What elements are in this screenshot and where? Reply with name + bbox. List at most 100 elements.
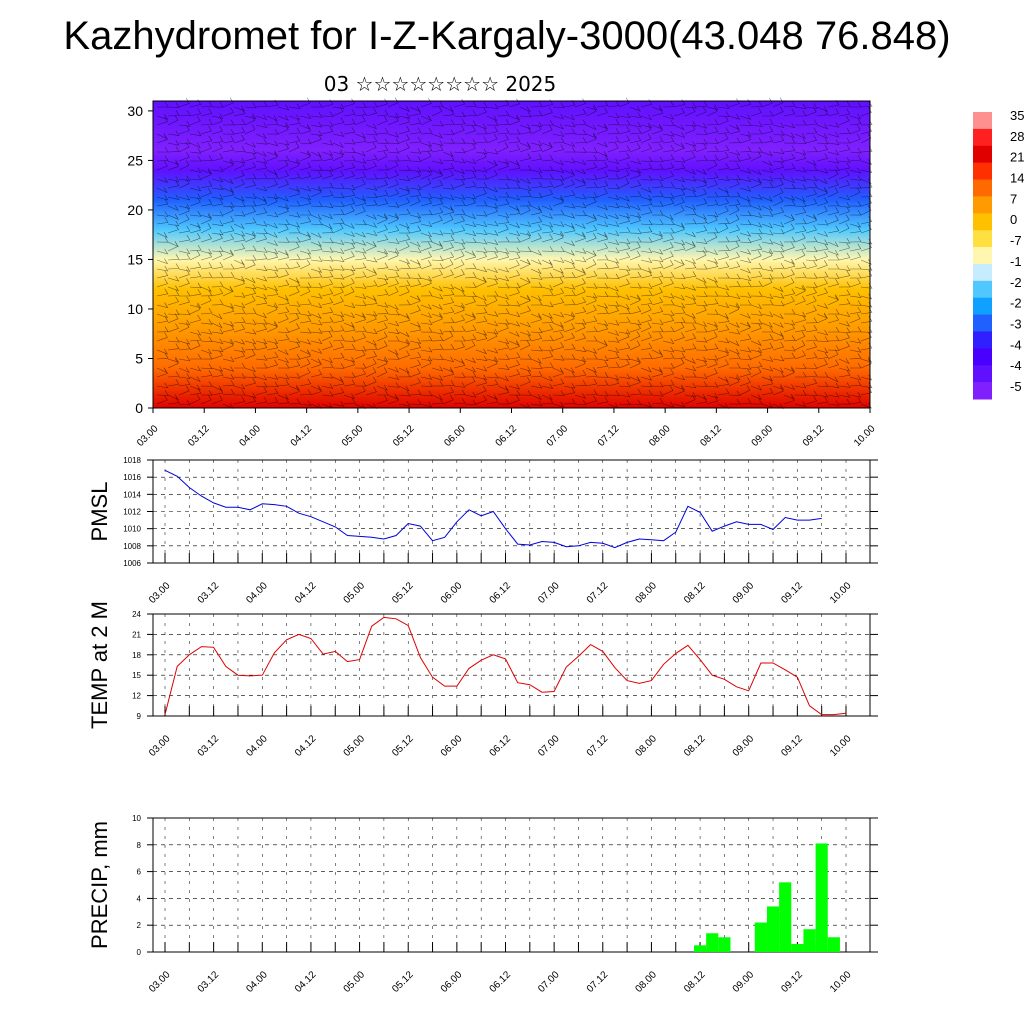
pmsl-axis-label: PMSL	[87, 482, 112, 542]
x-tick-label: 08.12	[682, 969, 708, 995]
x-tick-label: 03.00	[135, 423, 161, 449]
colorbar-segment	[973, 314, 992, 332]
colorbar-label: -2	[1010, 275, 1022, 290]
x-tick-label: 06.00	[439, 733, 465, 759]
y-tick-label: 0	[137, 948, 142, 957]
x-tick-label: 07.00	[536, 733, 562, 759]
y-tick-label: 12	[132, 692, 141, 701]
x-tick-label: 04.12	[293, 733, 319, 759]
colorbar-label: -1	[1010, 254, 1022, 269]
colorbar-segment	[973, 348, 992, 366]
precip-bar	[827, 937, 840, 952]
x-tick-label: 03.12	[196, 969, 222, 995]
precip-bar	[791, 943, 804, 952]
x-tick-label: 03.12	[186, 423, 212, 449]
x-tick-label: 07.12	[585, 733, 611, 759]
x-tick-label: 04.00	[237, 423, 263, 449]
colorbar-label: 35	[1010, 108, 1024, 123]
x-tick-label: 03.00	[147, 969, 173, 995]
y-tick-label: 20	[127, 202, 143, 218]
x-tick-label: 09.00	[731, 580, 757, 606]
y-tick-label: 2	[137, 921, 142, 930]
colorbar-segment	[973, 145, 992, 164]
y-tick-label: 6	[137, 868, 142, 877]
precip-panel	[152, 817, 871, 953]
colorbar-label: -5	[1010, 379, 1022, 394]
y-tick-label: 1014	[123, 490, 141, 499]
x-tick-label: 03.00	[147, 580, 173, 606]
x-tick-label: 06.12	[494, 423, 520, 449]
temp-axis-label: TEMP at 2 M	[87, 601, 112, 729]
x-tick-label: 08.00	[633, 969, 659, 995]
temperature-cross-section	[153, 101, 870, 408]
x-tick-label: 03.12	[196, 580, 222, 606]
precip-bar	[779, 882, 792, 952]
y-tick-label: 1018	[123, 456, 141, 465]
colorbar-segment	[973, 128, 992, 147]
x-tick-label: 05.00	[340, 423, 366, 449]
x-tick-label: 06.12	[488, 969, 514, 995]
y-tick-label: 24	[132, 610, 141, 619]
colorbar-segment	[973, 365, 992, 383]
x-tick-label: 03.12	[196, 733, 222, 759]
colorbar-segment	[973, 179, 992, 197]
colorbar-segment	[973, 247, 992, 265]
colorbar-segment	[973, 162, 992, 181]
x-tick-label: 04.12	[289, 423, 315, 449]
x-tick-label: 08.12	[682, 580, 708, 606]
colorbar-segment	[973, 280, 992, 299]
x-tick-label: 08.00	[633, 580, 659, 606]
temp-panel	[152, 613, 871, 717]
x-tick-label: 10.00	[828, 969, 854, 995]
y-tick-label: 1012	[123, 508, 141, 517]
x-tick-label: 10.00	[828, 580, 854, 606]
y-tick-label: 1006	[123, 559, 141, 568]
x-tick-label: 05.12	[390, 969, 416, 995]
y-tick-label: 8	[137, 841, 142, 850]
y-tick-label: 1010	[123, 525, 141, 534]
x-tick-label: 07.00	[536, 580, 562, 606]
y-tick-label: 5	[135, 350, 143, 366]
colorbar-segment	[973, 263, 992, 282]
x-tick-label: 08.12	[698, 423, 724, 449]
x-tick-label: 09.12	[801, 423, 827, 449]
x-tick-label: 03.00	[147, 733, 173, 759]
colorbar-segment	[973, 196, 992, 214]
colorbar-label: -4	[1010, 337, 1022, 352]
colorbar-label: 28	[1010, 129, 1024, 144]
x-tick-label: 08.00	[647, 423, 673, 449]
x-tick-label: 05.12	[391, 423, 417, 449]
precip-bar	[815, 843, 828, 952]
x-tick-label: 05.00	[342, 733, 368, 759]
colorbar-label: 0	[1010, 212, 1017, 227]
x-tick-label: 06.12	[488, 733, 514, 759]
colorbar-segment	[973, 331, 992, 349]
colorbar-label: -4	[1010, 358, 1022, 373]
temp-line	[164, 616, 847, 716]
x-tick-label: 09.12	[779, 733, 805, 759]
x-tick-label: 04.00	[244, 733, 270, 759]
x-tick-label: 06.12	[488, 580, 514, 606]
x-tick-label: 05.12	[390, 733, 416, 759]
x-tick-label: 10.00	[852, 423, 878, 449]
colorbar-segment	[973, 297, 992, 316]
colorbar-label: -7	[1010, 233, 1022, 248]
x-tick-label: 06.00	[442, 423, 468, 449]
x-tick-label: 07.00	[536, 969, 562, 995]
x-tick-label: 08.00	[633, 733, 659, 759]
pmsl-line	[164, 469, 822, 549]
x-tick-label: 05.12	[390, 580, 416, 606]
x-tick-label: 07.12	[596, 423, 622, 449]
x-tick-label: 09.00	[750, 423, 776, 449]
x-tick-label: 08.12	[682, 733, 708, 759]
y-tick-label: 1008	[123, 542, 141, 551]
y-tick-label: 10	[127, 301, 143, 317]
precip-bar	[803, 929, 816, 952]
y-tick-label: 30	[127, 103, 143, 119]
precip-axis-label: PRECIP, mm	[87, 821, 112, 949]
x-tick-label: 10.00	[828, 733, 854, 759]
x-tick-label: 09.12	[779, 969, 805, 995]
precip-bar	[693, 945, 707, 952]
precip-bar	[766, 906, 780, 952]
